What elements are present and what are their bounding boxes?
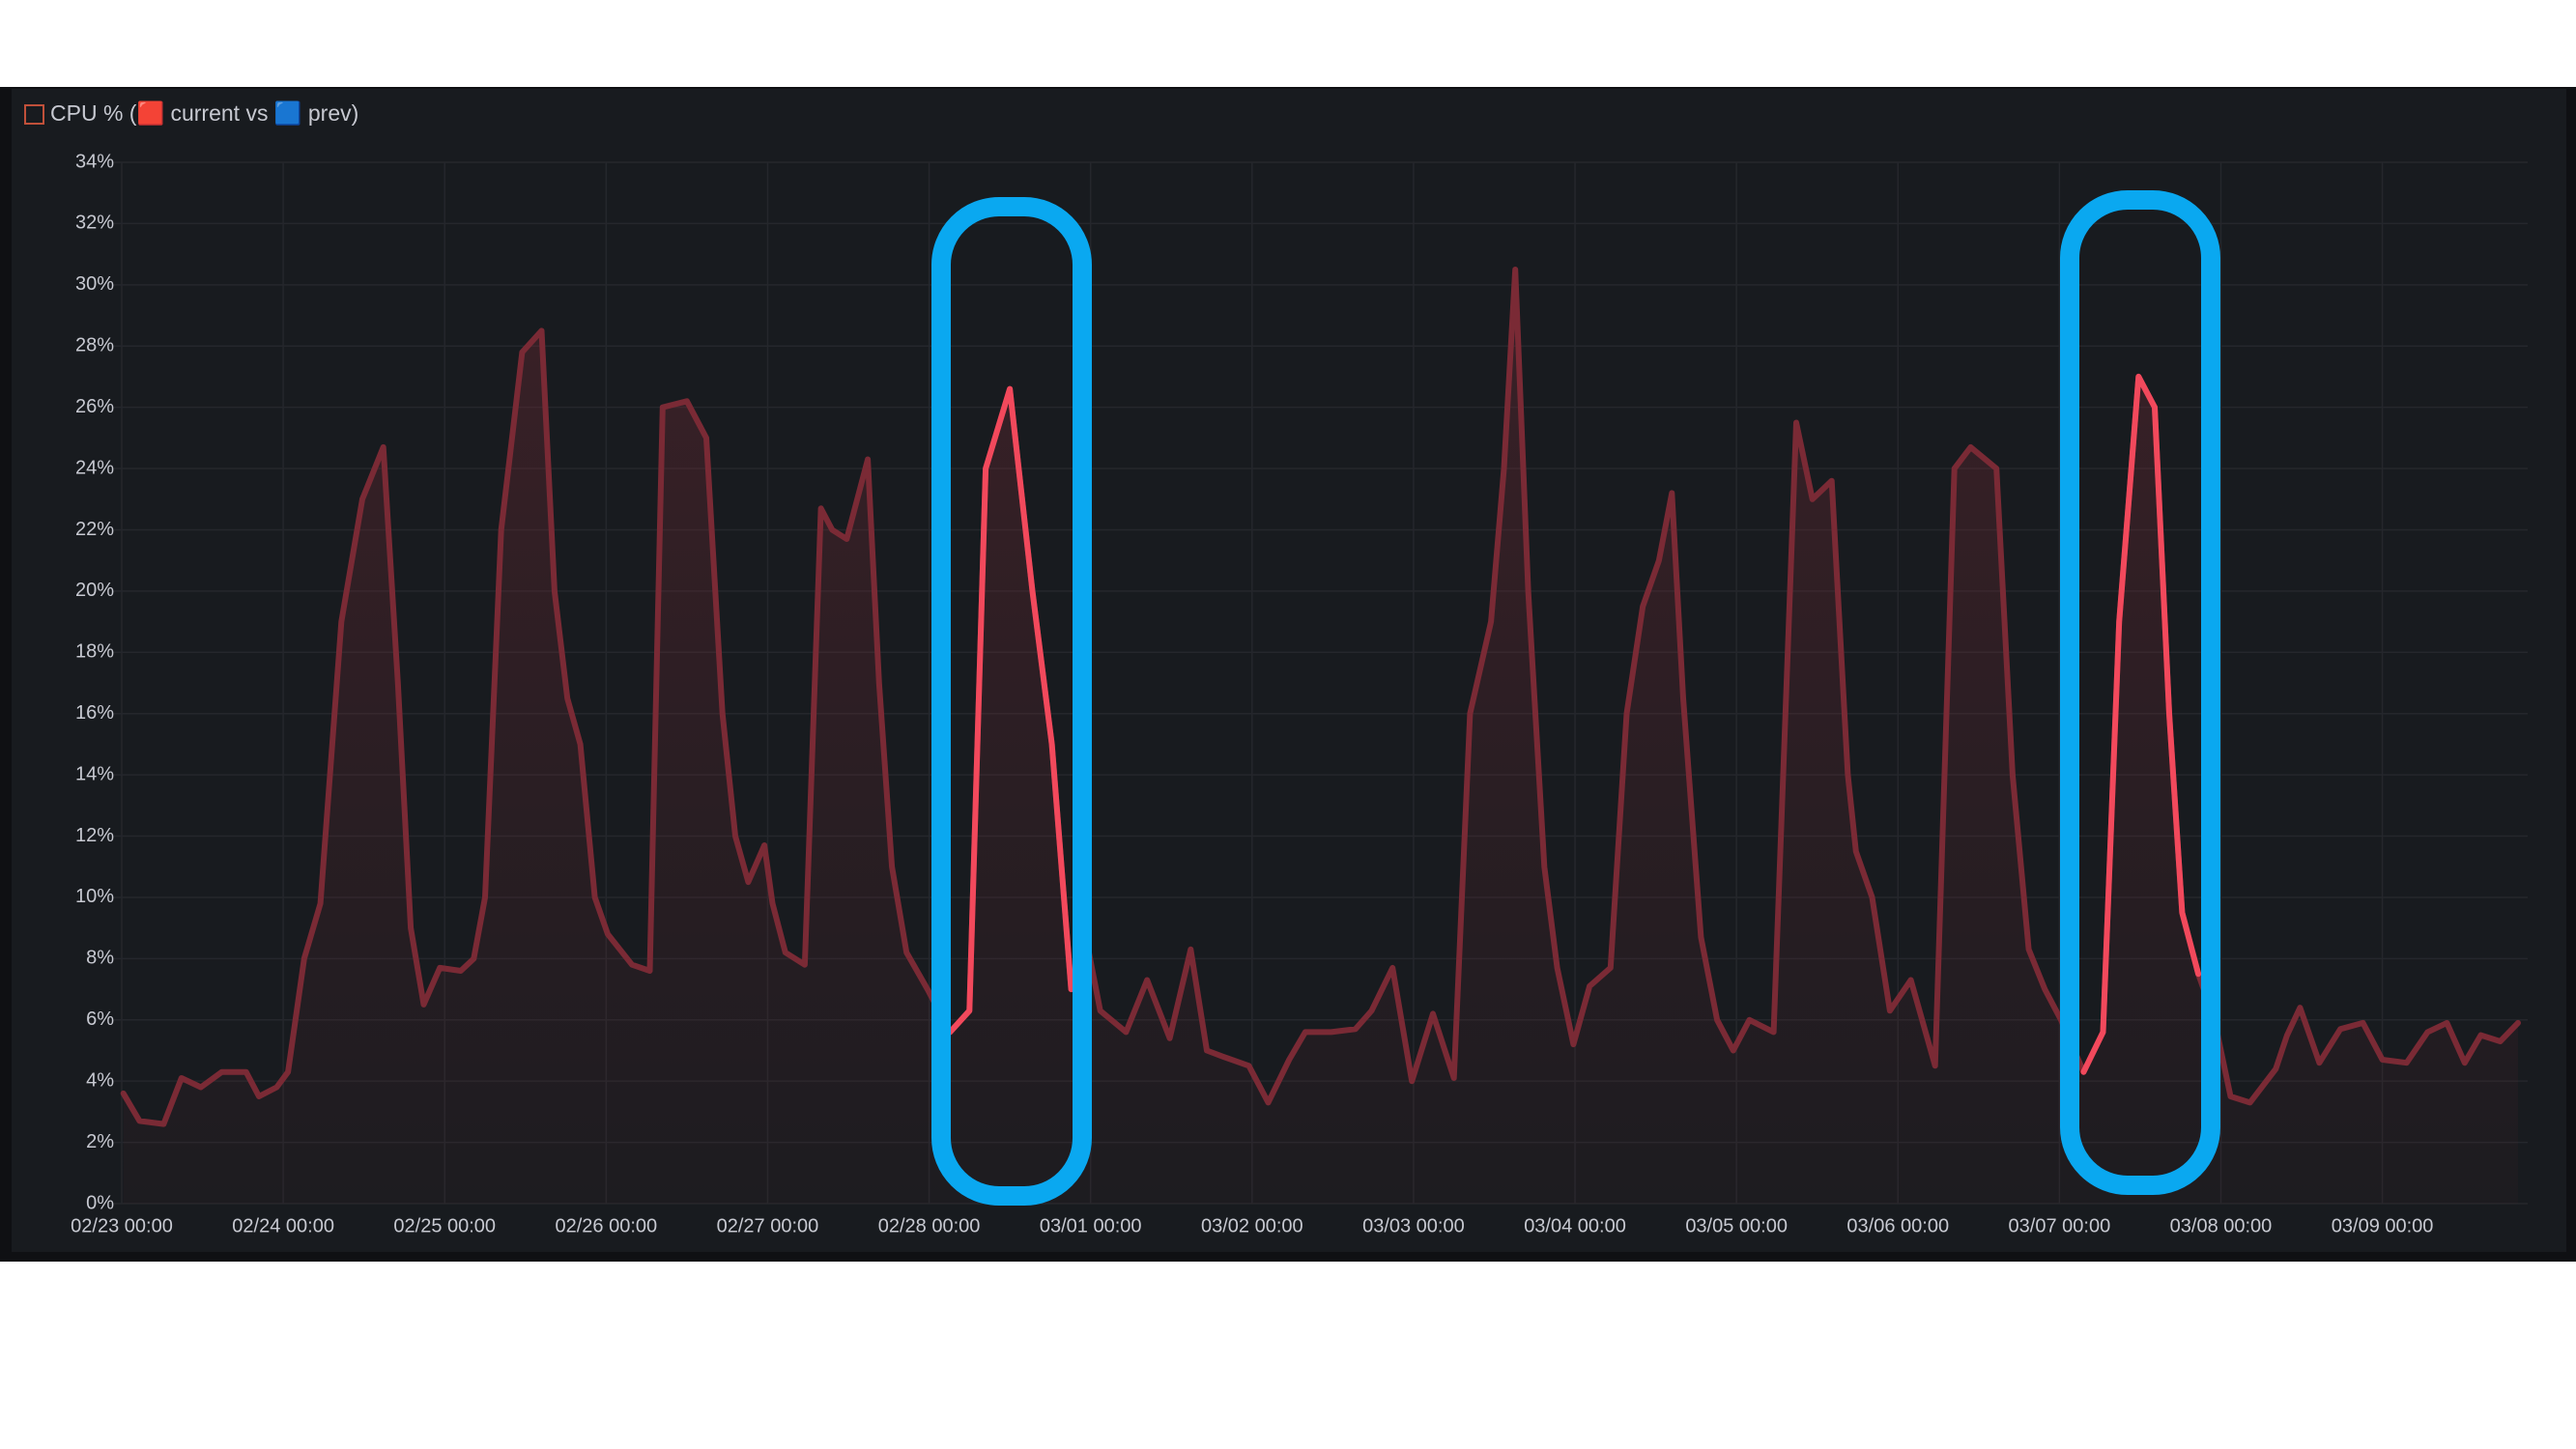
plot: 0% 2% 4% 6% 8% 10% 12% 14% 16% 18% 20% 22% 24% 26% 28%… [71, 151, 2528, 1236]
line [947, 373, 2202, 1075]
y-tick-label: 2% [86, 1131, 114, 1152]
highlight-box [2060, 190, 2220, 1195]
y-tick-label: 30% [75, 273, 114, 295]
area [123, 270, 2519, 1204]
y-tick-label: 8% [86, 948, 114, 969]
x-tick-label: 02/27 00:00 [717, 1215, 819, 1236]
y-tick-label: 34% [75, 151, 114, 172]
x-tick-label: 03/04 00:00 [1524, 1215, 1626, 1236]
x-tick-label: 02/25 00:00 [393, 1215, 496, 1236]
y-tick-label: 12% [75, 825, 114, 846]
x-tick-label: 02/26 00:00 [556, 1215, 658, 1236]
panel-icon [24, 104, 44, 125]
x-tick-label: 03/01 00:00 [1040, 1215, 1142, 1236]
panel-title: CPU % (🟥 current vs 🟦 prev) [50, 100, 358, 127]
y-tick-label: 6% [86, 1009, 114, 1030]
x-tick-label: 02/23 00:00 [71, 1215, 173, 1236]
x-tick-label: 03/03 00:00 [1362, 1215, 1465, 1236]
y-tick-label: 24% [75, 457, 114, 478]
x-tick-label: 03/02 00:00 [1201, 1215, 1303, 1236]
y-tick-label: 0% [86, 1192, 114, 1213]
x-tick-label: 03/09 00:00 [2332, 1215, 2434, 1236]
y-tick-label: 10% [75, 886, 114, 907]
y-tick-label: 14% [75, 763, 114, 784]
x-tick-label: 03/07 00:00 [2009, 1215, 2111, 1236]
x-tick-label: 02/24 00:00 [232, 1215, 334, 1236]
x-tick-label: 03/06 00:00 [1846, 1215, 1949, 1236]
y-tick-label: 28% [75, 335, 114, 356]
y-tick-label: 16% [75, 702, 114, 724]
x-tick-label: 03/08 00:00 [2170, 1215, 2273, 1236]
y-tick-label: 26% [75, 396, 114, 417]
y-tick-label: 32% [75, 213, 114, 234]
highlight-box [931, 197, 1092, 1206]
y-tick-label: 18% [75, 641, 114, 663]
x-tick-label: 03/05 00:00 [1685, 1215, 1788, 1236]
y-tick-label: 4% [86, 1069, 114, 1091]
x-tick-label: 02/28 00:00 [878, 1215, 981, 1236]
y-tick-label: 20% [75, 580, 114, 601]
y-tick-label: 22% [75, 519, 114, 540]
